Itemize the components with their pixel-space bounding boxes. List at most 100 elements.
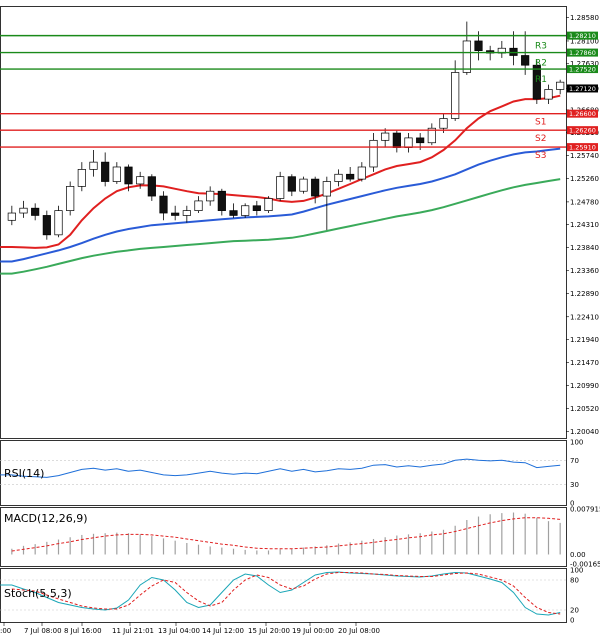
rsi-ytick-label: 30 — [570, 481, 579, 489]
level-value-r3: 1.28210 — [569, 32, 596, 40]
candle-body — [346, 173, 355, 180]
candle-body — [521, 55, 530, 66]
candle-body — [299, 178, 308, 192]
x-tick-label: 11 Jul 21:01 — [112, 627, 154, 635]
price-ytick-label: 1.21470 — [570, 359, 599, 367]
candle-body — [182, 210, 191, 216]
frame-macd — [0, 507, 567, 567]
macd-signal-line — [11, 517, 561, 552]
candle-body — [89, 161, 98, 170]
price-ytick-label: 1.23360 — [570, 267, 599, 275]
ma-mid-line — [0, 147, 561, 263]
candle-body — [206, 190, 215, 202]
price-ytick-label: 1.20520 — [570, 405, 599, 413]
candle-body — [124, 166, 133, 185]
rsi-line — [0, 458, 561, 478]
candle-body — [509, 47, 518, 56]
candle-body — [54, 210, 63, 236]
candle-body — [264, 198, 273, 211]
level-tag-r3 — [567, 31, 598, 40]
frame-price — [0, 6, 567, 439]
stoch-d-line — [11, 572, 561, 615]
candle-body — [136, 176, 145, 185]
price-ytick-label: 1.20990 — [570, 382, 599, 390]
price-ytick-label: 1.24310 — [570, 221, 599, 229]
candle-body — [287, 176, 296, 192]
price-ytick-label: 1.22410 — [570, 313, 599, 321]
price-ytick-label: 1.25260 — [570, 175, 599, 183]
level-name-s2: S2 — [535, 134, 546, 144]
candle-body — [404, 137, 413, 148]
ma-slow-line — [0, 178, 561, 275]
candle-body — [171, 212, 180, 216]
candle-body — [462, 40, 471, 73]
frame-stoch — [0, 568, 567, 623]
candle-body — [322, 181, 331, 197]
candle-body — [7, 212, 16, 221]
candle-body — [112, 166, 121, 182]
candle-body — [19, 207, 28, 214]
rsi-panel: 100 70 30 0 RSI(14) — [0, 439, 583, 508]
candle-body — [544, 89, 553, 100]
rsi-ytick-label: 0 — [570, 500, 574, 508]
candle-body — [369, 139, 378, 168]
price-panel: 1.285801.281001.276301.271201.266801.262… — [0, 14, 599, 436]
level-tag-r1 — [567, 65, 598, 74]
level-name-r2: R2 — [535, 59, 547, 69]
candle-body — [532, 64, 541, 100]
level-tag-r2 — [567, 48, 598, 57]
x-tick-label: 19 Jul 00:00 — [292, 627, 334, 635]
stoch-ytick-label: 20 — [570, 607, 579, 615]
level-name-r1: R1 — [535, 75, 547, 85]
price-ytick-label: 1.27630 — [570, 60, 599, 68]
macd-label: MACD(12,26,9) — [4, 512, 88, 525]
rsi-ytick-label: 100 — [570, 439, 583, 447]
candle-body — [159, 195, 168, 214]
stoch-label: Stoch(5,5,3) — [4, 587, 72, 600]
macd-ytick-label: -0.001657 — [570, 561, 600, 569]
candle-body — [392, 132, 401, 148]
stoch-ytick-label: 80 — [570, 577, 579, 585]
level-tag-s3 — [567, 143, 598, 152]
frame-rsi — [0, 440, 567, 506]
level-value-r1: 1.27520 — [569, 65, 596, 73]
stoch-panel: 100 80 20 0 Stoch(5,5,3) — [0, 567, 583, 625]
level-name-s3: S3 — [535, 151, 546, 161]
candle-body — [42, 215, 51, 236]
candle-body — [381, 132, 390, 141]
candle-body — [217, 190, 226, 211]
candle-body — [439, 118, 448, 129]
level-value-s1: 1.26600 — [569, 110, 596, 118]
x-tick-label: 20 Jul 08:00 — [338, 627, 380, 635]
x-tick-label: :00 — [0, 627, 11, 635]
level-value-s2: 1.26260 — [569, 126, 596, 134]
price-ytick-label: 1.28580 — [570, 14, 599, 22]
price-ytick-label: 1.24780 — [570, 198, 599, 206]
candle-body — [31, 207, 40, 216]
stoch-ytick-label: 0 — [570, 617, 574, 625]
price-ytick-label: 1.20040 — [570, 428, 599, 436]
price-ytick-label: 1.23840 — [570, 244, 599, 252]
stoch-k-line — [0, 571, 561, 616]
price-ytick-label: 1.28100 — [570, 37, 599, 45]
candle-body — [101, 161, 110, 182]
level-value-r2: 1.27860 — [569, 49, 596, 57]
price-ytick-label: 1.21940 — [570, 336, 599, 344]
level-value-s3: 1.25910 — [569, 143, 596, 151]
panel-frames — [0, 6, 567, 623]
price-ytick-label: 1.25740 — [570, 152, 599, 160]
x-tick-label: 14 Jul 12:00 — [202, 627, 244, 635]
level-name-r3: R3 — [535, 42, 547, 52]
last-price-value: 1.27120 — [569, 85, 596, 93]
macd-ytick-label: 0.00 — [570, 551, 586, 559]
candle-body — [194, 200, 203, 211]
x-tick-label: 7 Jul 08:00 — [24, 627, 62, 635]
candle-body — [311, 178, 320, 197]
candle-body — [427, 127, 436, 144]
candle-body — [474, 40, 483, 52]
level-tag-s2 — [567, 126, 598, 135]
level-tag-s1 — [567, 109, 598, 118]
x-tick-label: 8 Jul 16:00 — [64, 627, 102, 635]
